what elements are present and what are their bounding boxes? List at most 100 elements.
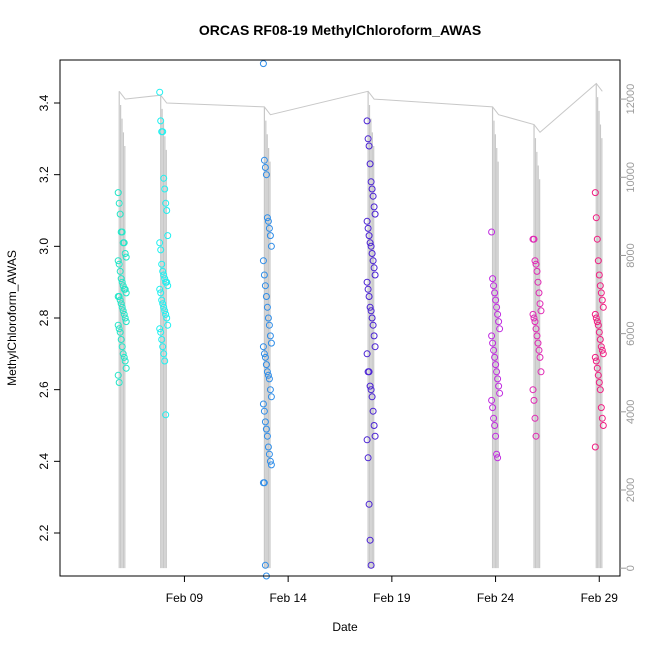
data-point [122, 318, 130, 326]
y-axis-label: MethylChloroform_AWAS [5, 250, 19, 386]
data-point [598, 346, 606, 354]
data-point [119, 282, 127, 290]
data-point [162, 199, 170, 207]
data-point [492, 432, 500, 440]
data-point [157, 117, 165, 125]
data-point [265, 375, 273, 383]
data-point [365, 142, 373, 150]
data-point [596, 386, 604, 394]
data-point [495, 318, 503, 326]
data-point [363, 350, 371, 358]
data-point [267, 339, 275, 347]
data-point [161, 185, 169, 193]
data-point [261, 418, 269, 426]
data-point [363, 217, 371, 225]
data-point [366, 160, 374, 168]
data-point [591, 310, 599, 318]
data-point [489, 404, 497, 412]
data-point [490, 282, 498, 290]
data-point [158, 336, 166, 343]
data-point [161, 275, 169, 283]
data-point [161, 357, 169, 365]
data-point [491, 353, 499, 361]
data-point [596, 282, 604, 290]
data-point [266, 332, 274, 340]
data-point [597, 289, 605, 297]
data-point [163, 314, 171, 322]
data-point [164, 232, 172, 240]
data-point [118, 228, 126, 236]
data-point [492, 361, 500, 369]
data-point [537, 368, 545, 376]
data-point [532, 260, 540, 268]
data-point [367, 386, 375, 394]
data-point [596, 336, 604, 343]
data-point [371, 210, 379, 218]
data-point [495, 382, 503, 390]
data-point [364, 135, 372, 143]
data-point [156, 88, 164, 96]
data-point [592, 314, 600, 322]
data-point [594, 257, 602, 265]
data-point [529, 310, 537, 318]
data-point [264, 314, 272, 322]
data-point [261, 561, 269, 569]
data-point [367, 307, 375, 315]
data-point [259, 60, 267, 68]
x-tick-label: Feb 09 [166, 591, 204, 605]
data-point [159, 343, 167, 351]
data-point [368, 314, 376, 322]
data-point [536, 353, 544, 361]
data-point [158, 296, 166, 304]
data-points [114, 60, 607, 580]
data-point [266, 232, 274, 240]
data-point [164, 282, 172, 290]
data-point [266, 457, 274, 465]
y-tick-label: 3.4 [37, 94, 51, 111]
data-point [267, 461, 275, 469]
right-tick-label: 0 [625, 565, 637, 571]
data-point [117, 300, 125, 308]
data-point [598, 414, 606, 422]
data-point [260, 407, 268, 415]
data-point [159, 128, 167, 136]
data-point [364, 224, 372, 232]
data-point [599, 422, 607, 429]
data-point [262, 171, 270, 179]
data-point [118, 278, 126, 286]
data-point [494, 454, 502, 462]
data-point [530, 396, 538, 404]
x-axis-label: Date [332, 620, 358, 634]
data-point [531, 257, 539, 265]
right-tick-label: 4000 [625, 400, 637, 424]
data-point [491, 422, 499, 429]
data-point [264, 217, 272, 225]
data-point [161, 307, 169, 315]
data-point [531, 414, 539, 422]
data-point [592, 357, 600, 365]
data-point [265, 321, 273, 329]
data-point [120, 239, 128, 247]
data-point [366, 536, 374, 544]
data-point [117, 275, 125, 283]
data-point [493, 450, 501, 458]
data-point [529, 386, 537, 394]
data-point [114, 321, 122, 329]
data-point [489, 275, 497, 283]
data-point [368, 250, 376, 257]
data-point [492, 296, 500, 304]
chart-title: ORCAS RF08-19 MethylChloroform_AWAS [199, 22, 481, 38]
data-point [262, 293, 270, 300]
data-point [261, 164, 269, 171]
data-point [591, 353, 599, 361]
data-point [267, 242, 275, 250]
data-point [122, 253, 130, 261]
data-point [157, 328, 165, 336]
data-point [162, 310, 170, 318]
data-point [267, 393, 275, 401]
right-tick-label: 12000 [625, 84, 637, 115]
data-point [593, 364, 601, 372]
data-point [488, 332, 496, 340]
data-point [119, 350, 127, 358]
